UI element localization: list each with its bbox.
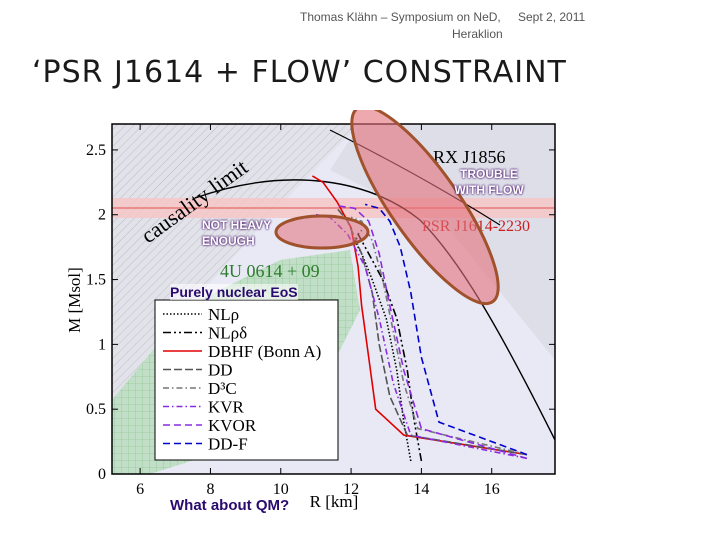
trouble-line-2: WITH FLOW	[454, 183, 524, 197]
y-tick-label-3: 1.5	[86, 272, 106, 289]
rx-j1856-label: RX J1856	[433, 147, 506, 167]
series-line-3	[336, 207, 528, 456]
x-tick-label-4: 14	[413, 481, 429, 498]
x-tick-label-5: 16	[484, 481, 500, 498]
axes-frame	[111, 123, 556, 475]
what-about-qm-note: What about QM?	[170, 497, 290, 514]
not-heavy-enough-note: NOT HEAVY ENOUGH	[202, 217, 292, 249]
series-line-5	[315, 213, 528, 460]
y-axis-label: M [Msol]	[65, 267, 84, 333]
legend-box	[154, 299, 339, 461]
series-line-2	[311, 175, 528, 456]
legend-label-4: D³C	[208, 379, 237, 398]
series-line-0	[353, 236, 412, 462]
header-venue: Heraklion	[452, 27, 503, 41]
4u-0614-label: 4U 0614 + 09	[220, 261, 320, 281]
x-tick-label-2: 10	[273, 481, 289, 498]
y-tick-label-2: 1	[98, 336, 106, 353]
y-tick-label-4: 2	[98, 207, 106, 224]
x-tick-label-0: 6	[136, 481, 144, 498]
not-heavy-line-1: NOT HEAVY	[202, 218, 272, 232]
purely-nuclear-eos-note: Purely nuclear EoS	[170, 284, 298, 300]
trouble-with-flow-note: TROUBLE WITH FLOW	[434, 166, 544, 198]
y-tick-label-5: 2.5	[86, 142, 106, 159]
legend-label-0: NLρ	[208, 305, 239, 324]
x-tick-label-3: 12	[343, 481, 359, 498]
not-heavy-line-2: ENOUGH	[202, 234, 255, 248]
rx-ellipse	[350, 110, 500, 306]
x-tick-label-1: 8	[206, 481, 214, 498]
header-author: Thomas Klähn – Symposium on NeD,	[300, 10, 501, 24]
x-axis-label: R [km]	[310, 492, 359, 511]
legend-label-7: DD-F	[208, 435, 248, 454]
header-date: Sept 2, 2011	[518, 10, 586, 24]
trouble-line-1: TROUBLE	[460, 167, 518, 181]
series-line-7	[364, 203, 528, 456]
legend-label-2: DBHF (Bonn A)	[208, 342, 321, 361]
ticks-layer: 6 8 10 12 14 16 0 0.5 1 1.5 2 2.5	[86, 124, 555, 498]
slide-title: ‘PSR J1614 + FLOW’ CONSTRAINT	[32, 55, 567, 90]
legend-label-1: NLρδ	[208, 324, 247, 343]
y-tick-label-1: 0.5	[86, 401, 106, 418]
legend-label-5: KVR	[208, 398, 245, 417]
legend-label-3: DD	[208, 361, 233, 380]
y-tick-label-0: 0	[98, 466, 106, 483]
not-heavy-ellipse	[274, 214, 370, 250]
legend-label-6: KVOR	[208, 416, 257, 435]
